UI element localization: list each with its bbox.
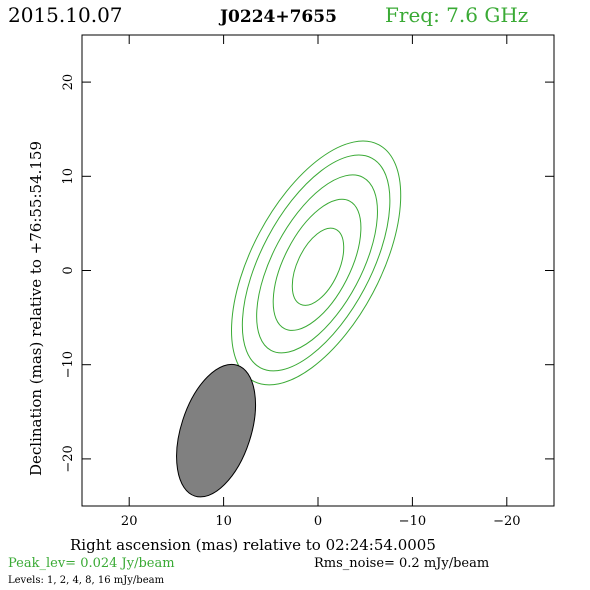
contour-level-8 [272, 198, 362, 331]
contour-level-1 [231, 140, 402, 386]
y-tick-label: 0 [61, 266, 76, 274]
x-tick-label: 10 [215, 514, 232, 529]
beam-ellipse-group [176, 363, 256, 498]
contour-level-2 [241, 154, 391, 372]
contour-levels: Levels: 1, 2, 4, 8, 16 mJy/beam [8, 575, 165, 586]
x-tick-label: −20 [493, 514, 520, 529]
observation-date: 2015.10.07 [8, 3, 123, 27]
x-tick-label: 20 [121, 514, 138, 529]
contour-set [180, 140, 402, 455]
y-tick-label: 10 [61, 168, 76, 185]
rms-noise: Rms_noise= 0.2 mJy/beam [314, 556, 489, 571]
x-tick-label: 0 [314, 514, 322, 529]
tick-labels: 20 10 0 −10 −20 20 10 0 −10 −20 [61, 74, 521, 529]
source-name: J0224+7655 [218, 7, 337, 27]
y-tick-label: 20 [61, 74, 76, 91]
contour-level-4 [256, 174, 378, 354]
frequency-label: Freq: 7.6 GHz [385, 3, 528, 27]
axis-ticks [82, 35, 554, 506]
x-axis-label: Right ascension (mas) relative to 02:24:… [70, 536, 436, 554]
y-axis-label: Declination (mas) relative to +76:55:54.… [27, 141, 45, 476]
x-tick-label: −10 [399, 514, 426, 529]
y-tick-label: −10 [61, 351, 76, 378]
peak-level: Peak_lev= 0.024 Jy/beam [8, 556, 175, 571]
beam-ellipse [176, 363, 256, 498]
plot-frame [81, 34, 555, 507]
contour-level-16 [291, 227, 345, 306]
y-tick-label: −20 [61, 445, 76, 472]
